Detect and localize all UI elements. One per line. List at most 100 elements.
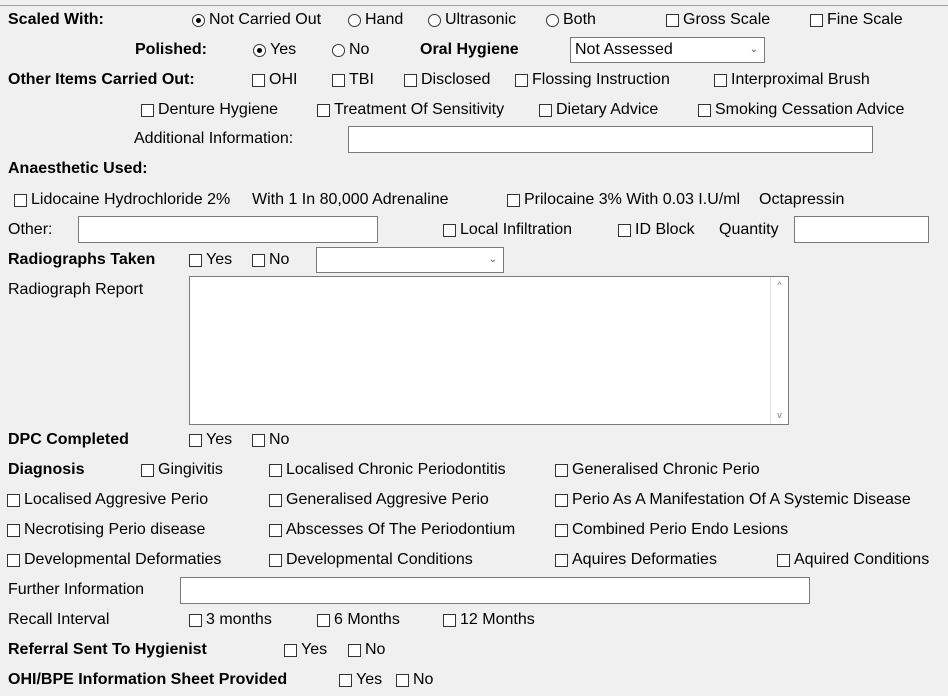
checkbox-icon[interactable]	[396, 673, 409, 687]
scroll-down-icon[interactable]: v	[777, 410, 782, 420]
checkbox-icon[interactable]	[317, 103, 330, 117]
checkbox-referral-yes[interactable]: Yes	[284, 640, 327, 660]
checkbox-developmental-deformaties[interactable]: Developmental Deformaties	[7, 550, 221, 570]
radiograph-report-textarea[interactable]: ^ v	[189, 276, 789, 425]
checkbox-treatment-of-sensitivity[interactable]: Treatment Of Sensitivity	[317, 100, 504, 120]
checkbox-ohi[interactable]: OHI	[252, 70, 297, 90]
checkbox-disclosed[interactable]: Disclosed	[404, 70, 490, 90]
scroll-up-icon[interactable]: ^	[777, 280, 782, 290]
checkbox-icon[interactable]	[555, 523, 568, 537]
checkbox-icon[interactable]	[666, 13, 679, 27]
checkbox-fine-scale[interactable]: Fine Scale	[810, 10, 903, 30]
checkbox-dpc-no[interactable]: No	[252, 430, 289, 450]
radio-button-icon[interactable]	[192, 13, 205, 27]
checkbox-recall-3-months[interactable]: 3 months	[189, 610, 272, 630]
checkbox-icon[interactable]	[714, 73, 727, 87]
checkbox-icon[interactable]	[698, 103, 711, 117]
checkbox-icon[interactable]	[443, 613, 456, 627]
checkbox-denture-hygiene[interactable]: Denture Hygiene	[141, 100, 278, 120]
radio-both[interactable]: Both	[546, 10, 596, 30]
checkbox-icon[interactable]	[555, 463, 568, 477]
anaesthetic-other-input[interactable]	[78, 216, 378, 243]
checkbox-icon[interactable]	[810, 13, 823, 27]
checkbox-localised-chronic-periodontitis[interactable]: Localised Chronic Periodontitis	[269, 460, 506, 480]
scrollbar[interactable]: ^ v	[770, 277, 788, 424]
checkbox-icon[interactable]	[555, 553, 568, 567]
checkbox-icon[interactable]	[348, 643, 361, 657]
quantity-input[interactable]	[794, 216, 929, 243]
radio-button-icon[interactable]	[348, 13, 361, 27]
checkbox-recall-12-months[interactable]: 12 Months	[443, 610, 535, 630]
oral-hygiene-select[interactable]: Not Assessed ⌄	[570, 37, 765, 63]
checkbox-perio-systemic-disease[interactable]: Perio As A Manifestation Of A Systemic D…	[555, 490, 911, 510]
checkbox-aquired-conditions[interactable]: Aquired Conditions	[777, 550, 929, 570]
checkbox-icon[interactable]	[443, 223, 456, 237]
checkbox-icon[interactable]	[7, 553, 20, 567]
checkbox-generalised-aggresive-perio[interactable]: Generalised Aggresive Perio	[269, 490, 489, 510]
checkbox-flossing-instruction[interactable]: Flossing Instruction	[515, 70, 670, 90]
radio-button-icon[interactable]	[253, 43, 266, 57]
radio-hand[interactable]: Hand	[348, 10, 403, 30]
checkbox-tbi[interactable]: TBI	[332, 70, 374, 90]
checkbox-icon[interactable]	[189, 433, 202, 447]
radio-ultrasonic[interactable]: Ultrasonic	[428, 10, 516, 30]
checkbox-dpc-yes[interactable]: Yes	[189, 430, 232, 450]
checkbox-icon[interactable]	[189, 253, 202, 267]
checkbox-generalised-chronic-perio[interactable]: Generalised Chronic Perio	[555, 460, 760, 480]
checkbox-id-block[interactable]: ID Block	[618, 220, 695, 240]
further-information-input[interactable]	[180, 577, 810, 604]
checkbox-interproximal-brush[interactable]: Interproximal Brush	[714, 70, 870, 90]
checkbox-aquires-deformaties[interactable]: Aquires Deformaties	[555, 550, 717, 570]
checkbox-gross-scale[interactable]: Gross Scale	[666, 10, 770, 30]
checkbox-icon[interactable]	[252, 73, 265, 87]
checkbox-icon[interactable]	[189, 613, 202, 627]
checkbox-abscesses-periodontium[interactable]: Abscesses Of The Periodontium	[269, 520, 515, 540]
checkbox-icon[interactable]	[141, 463, 154, 477]
checkbox-icon[interactable]	[404, 73, 417, 87]
checkbox-combined-perio-endo[interactable]: Combined Perio Endo Lesions	[555, 520, 788, 540]
checkbox-icon[interactable]	[269, 523, 282, 537]
checkbox-icon[interactable]	[7, 523, 20, 537]
checkbox-icon[interactable]	[269, 463, 282, 477]
checkbox-icon[interactable]	[515, 73, 528, 87]
checkbox-icon[interactable]	[777, 553, 790, 567]
checkbox-icon[interactable]	[252, 253, 265, 267]
checkbox-icon[interactable]	[317, 613, 330, 627]
radio-polished-yes[interactable]: Yes	[253, 40, 296, 60]
checkbox-icon[interactable]	[269, 553, 282, 567]
checkbox-icon[interactable]	[555, 493, 568, 507]
radio-button-icon[interactable]	[428, 13, 441, 27]
radio-button-icon[interactable]	[332, 43, 345, 57]
checkbox-smoking-cessation-advice[interactable]: Smoking Cessation Advice	[698, 100, 904, 120]
checkbox-gingivitis[interactable]: Gingivitis	[141, 460, 223, 480]
checkbox-icon[interactable]	[252, 433, 265, 447]
additional-information-input[interactable]	[348, 126, 873, 153]
checkbox-icon[interactable]	[618, 223, 631, 237]
checkbox-recall-6-months[interactable]: 6 Months	[317, 610, 400, 630]
checkbox-dietary-advice[interactable]: Dietary Advice	[539, 100, 658, 120]
radio-polished-no[interactable]: No	[332, 40, 369, 60]
checkbox-prilocaine[interactable]: Prilocaine 3% With 0.03 I.U/ml	[507, 190, 740, 210]
checkbox-icon[interactable]	[269, 493, 282, 507]
checkbox-icon[interactable]	[284, 643, 297, 657]
checkbox-info-sheet-yes[interactable]: Yes	[339, 670, 382, 690]
checkbox-icon[interactable]	[332, 73, 345, 87]
checkbox-developmental-conditions[interactable]: Developmental Conditions	[269, 550, 473, 570]
checkbox-info-sheet-no[interactable]: No	[396, 670, 433, 690]
checkbox-icon[interactable]	[14, 193, 27, 207]
radio-not-carried-out[interactable]: Not Carried Out	[192, 10, 321, 30]
checkbox-icon[interactable]	[7, 493, 20, 507]
checkbox-radiographs-yes[interactable]: Yes	[189, 250, 232, 270]
checkbox-localised-aggresive-perio[interactable]: Localised Aggresive Perio	[7, 490, 208, 510]
checkbox-icon[interactable]	[539, 103, 552, 117]
checkbox-referral-no[interactable]: No	[348, 640, 385, 660]
checkbox-local-infiltration[interactable]: Local Infiltration	[443, 220, 572, 240]
checkbox-icon[interactable]	[507, 193, 520, 207]
checkbox-necrotising-perio[interactable]: Necrotising Perio disease	[7, 520, 205, 540]
radio-button-icon[interactable]	[546, 13, 559, 27]
checkbox-icon[interactable]	[339, 673, 352, 687]
checkbox-lidocaine[interactable]: Lidocaine Hydrochloride 2%	[14, 190, 230, 210]
radiograph-type-select[interactable]: ⌄	[316, 247, 504, 273]
checkbox-icon[interactable]	[141, 103, 154, 117]
checkbox-radiographs-no[interactable]: No	[252, 250, 289, 270]
